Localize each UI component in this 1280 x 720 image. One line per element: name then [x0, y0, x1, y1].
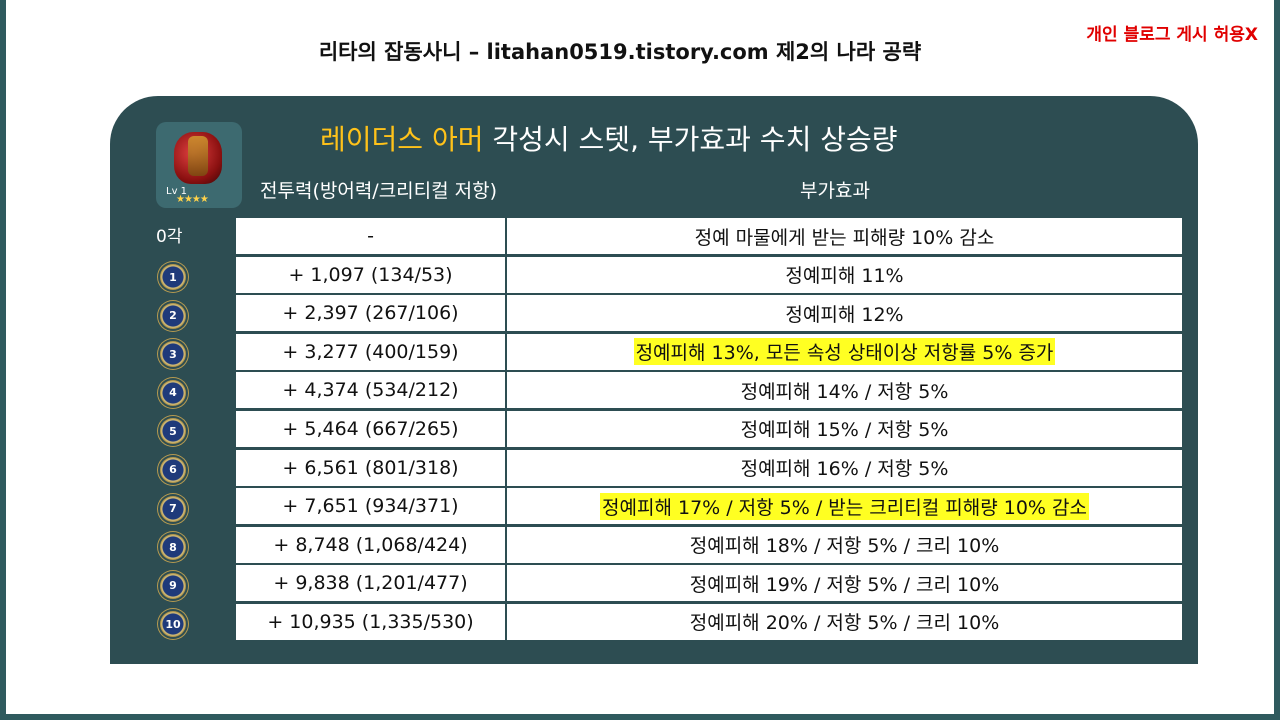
stat-cell: + 10,935 (1,335/530): [236, 603, 505, 640]
table-row: - 정예 마물에게 받는 피해량 10% 감소: [236, 218, 1182, 254]
table-row: + 3,277 (400/159) 정예피해 13%, 모든 속성 상태이상 저항…: [236, 333, 1182, 370]
effect-text: 정예 마물에게 받는 피해량 10% 감소: [694, 226, 995, 249]
row-label-zero: 0각: [156, 227, 183, 247]
awakening-badge-icon: 10: [156, 606, 190, 642]
awakening-badge-icon: 1: [156, 259, 190, 295]
table-row: + 8,748 (1,068/424) 정예피해 18% / 저항 5% / 크리…: [236, 526, 1182, 563]
awakening-badge-icon: 2: [156, 298, 190, 334]
stats-panel: Lv 1 ★★★★ 레이더스 아머 각성시 스텟, 부가효과 수치 상승량 전투…: [110, 96, 1198, 664]
awakening-level-label: 3: [160, 341, 186, 368]
stats-table: - 정예 마물에게 받는 피해량 10% 감소 + 1,097 (134/53) 정예…: [236, 218, 1182, 643]
stat-cell: + 3,277 (400/159): [236, 333, 505, 370]
effect-cell: 정예피해 12%: [507, 295, 1182, 332]
repost-notice: 개인 블로그 게시 허용X: [1086, 25, 1258, 45]
stat-cell: + 4,374 (534/212): [236, 372, 505, 409]
table-row: + 1,097 (134/53) 정예피해 11%: [236, 256, 1182, 293]
effect-cell: 정예피해 15% / 저항 5%: [507, 410, 1182, 447]
column-header-stat: 전투력(방어력/크리티컬 저항): [260, 180, 498, 202]
effect-text: 정예피해 14% / 저항 5%: [740, 380, 949, 403]
effect-cell: 정예피해 11%: [507, 256, 1182, 293]
awakening-badge-icon: 3: [156, 336, 190, 372]
awakening-badge-icon: 6: [156, 452, 190, 488]
effect-text: 정예피해 11%: [785, 265, 904, 288]
awakening-level-label: 5: [160, 418, 186, 445]
effect-text: 정예피해 16% / 저항 5%: [740, 458, 949, 481]
table-row: + 6,561 (801/318) 정예피해 16% / 저항 5%: [236, 449, 1182, 486]
table-row: + 2,397 (267/106) 정예피해 12%: [236, 295, 1182, 332]
effect-cell: 정예피해 20% / 저항 5% / 크리 10%: [507, 603, 1182, 640]
effect-cell: 정예피해 13%, 모든 속성 상태이상 저항률 5% 증가: [507, 333, 1182, 370]
effect-text: 정예피해 20% / 저항 5% / 크리 10%: [689, 612, 1000, 635]
stat-cell: + 9,838 (1,201/477): [236, 565, 505, 602]
awakening-level-label: 1: [160, 264, 186, 290]
effect-cell: 정예피해 18% / 저항 5% / 크리 10%: [507, 526, 1182, 563]
awakening-badge-icon: 7: [156, 491, 190, 527]
effect-text: 정예피해 12%: [785, 303, 904, 326]
awakening-badge-icon: 4: [156, 375, 190, 411]
awakening-level-label: 9: [160, 572, 186, 599]
awakening-level-label: 7: [160, 495, 186, 522]
effect-cell: 정예피해 19% / 저항 5% / 크리 10%: [507, 565, 1182, 602]
armor-item-icon: Lv 1 ★★★★: [156, 122, 242, 208]
awakening-badges: 1 2 3 4 5 6 7 8 9 10: [156, 259, 190, 645]
effect-text: 정예피해 17% / 저항 5% / 받는 크리티컬 피해량 10% 감소: [600, 492, 1089, 520]
effect-cell: 정예 마물에게 받는 피해량 10% 감소: [507, 218, 1182, 254]
table-row: + 4,374 (534/212) 정예피해 14% / 저항 5%: [236, 372, 1182, 409]
stat-cell: + 6,561 (801/318): [236, 449, 505, 486]
awakening-badge-icon: 5: [156, 413, 190, 449]
page-title: 리타의 잡동사니 – litahan0519.tistory.com 제2의 나…: [318, 40, 922, 64]
stat-cell: + 5,464 (667/265): [236, 410, 505, 447]
stat-cell: + 7,651 (934/371): [236, 488, 505, 525]
item-level-label: Lv 1: [166, 186, 188, 197]
column-header-effect: 부가효과: [800, 180, 870, 202]
awakening-level-label: 2: [160, 302, 186, 329]
table-row: + 5,464 (667/265) 정예피해 15% / 저항 5%: [236, 410, 1182, 447]
effect-cell: 정예피해 14% / 저항 5%: [507, 372, 1182, 409]
effect-text: 정예피해 13%, 모든 속성 상태이상 저항률 5% 증가: [633, 338, 1056, 366]
awakening-level-label: 4: [160, 379, 186, 406]
effect-cell: 정예피해 17% / 저항 5% / 받는 크리티컬 피해량 10% 감소: [507, 488, 1182, 525]
table-row: + 7,651 (934/371) 정예피해 17% / 저항 5% / 받는 크…: [236, 488, 1182, 525]
panel-title-rest: 각성시 스텟, 부가효과 수치 상승량: [483, 123, 898, 156]
effect-text: 정예피해 18% / 저항 5% / 크리 10%: [689, 535, 1000, 558]
table-row: + 9,838 (1,201/477) 정예피해 19% / 저항 5% / 크리…: [236, 565, 1182, 602]
panel-title-accent: 레이더스 아머: [320, 123, 484, 156]
awakening-level-label: 10: [160, 611, 186, 638]
awakening-level-label: 6: [160, 456, 186, 483]
panel-title: 레이더스 아머 각성시 스텟, 부가효과 수치 상승량: [320, 118, 898, 158]
awakening-level-label: 8: [160, 534, 186, 561]
item-stars: ★★★★: [176, 194, 209, 205]
effect-text: 정예피해 19% / 저항 5% / 크리 10%: [689, 573, 1000, 596]
effect-text: 정예피해 15% / 저항 5%: [740, 419, 949, 442]
awakening-badge-icon: 8: [156, 529, 190, 565]
armor-trim: [188, 136, 208, 176]
stat-cell: + 2,397 (267/106): [236, 295, 505, 332]
stat-cell: + 1,097 (134/53): [236, 256, 505, 293]
awakening-badge-icon: 9: [156, 568, 190, 604]
stat-cell: + 8,748 (1,068/424): [236, 526, 505, 563]
stat-cell: -: [236, 218, 505, 254]
table-row: + 10,935 (1,335/530) 정예피해 20% / 저항 5% / 크…: [236, 603, 1182, 640]
effect-cell: 정예피해 16% / 저항 5%: [507, 449, 1182, 486]
